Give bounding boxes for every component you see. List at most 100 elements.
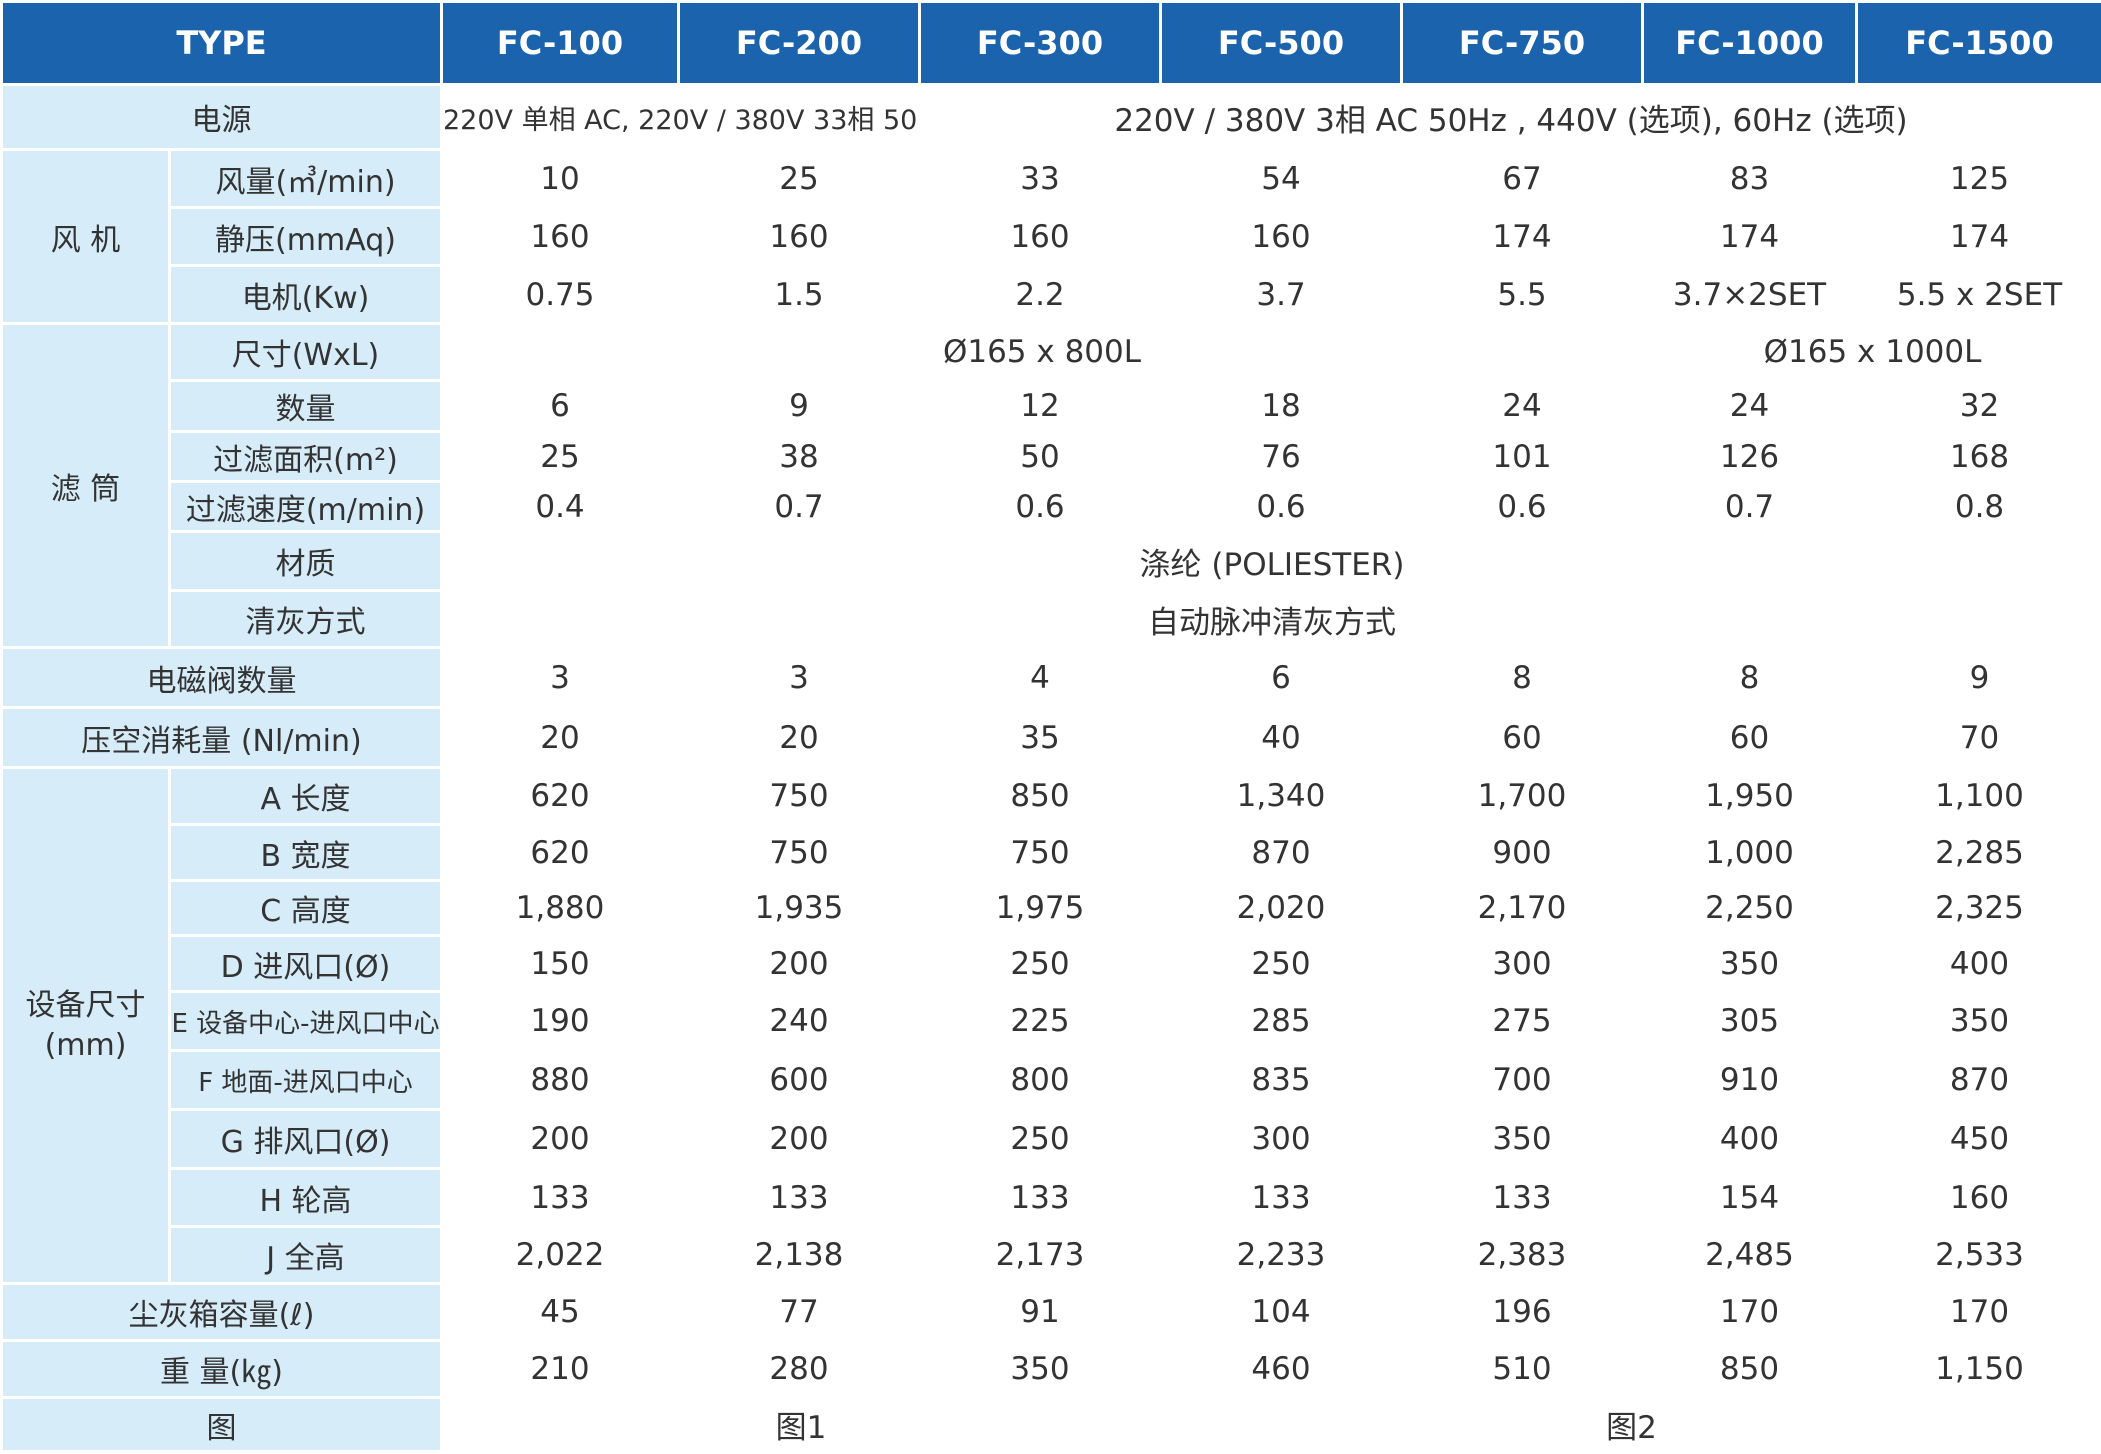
dust-row: 尘灰箱容量(ℓ) 45 77 91 104 196 170 170 [0,1282,2101,1342]
dims-row: 设备尺寸 (mm) A 长度 620 750 850 1,340 1,700 1… [0,766,2101,1285]
cell: 2,233 [1159,1225,1403,1285]
cell: 125 [1855,148,2101,209]
model-header: FC-300 [918,0,1162,86]
cell: 800 [918,1049,1162,1111]
row-label: D 进风口(Ø) [168,934,443,993]
cell: 250 [918,1108,1162,1170]
air-row: 压空消耗量 (Nl/min) 20 20 35 40 60 60 70 [0,706,2101,769]
cell: 350 [1641,934,1858,993]
cell: 1.5 [677,264,921,325]
row-label: 风量(㎥/min) [168,148,443,209]
model-header: FC-100 [440,0,680,86]
cell: 700 [1400,1049,1644,1111]
fan-row: 电机(Kw) 0.75 1.5 2.2 3.7 5.5 3.7×2SET 5.5… [2,264,2101,325]
row-label: 过滤面积(m²) [168,430,443,483]
cell: 850 [1641,1339,1858,1399]
cell: 350 [1400,1108,1644,1170]
cell: 600 [677,1049,921,1111]
filter-cleaning-row: 清灰方式 自动脉冲清灰方式 [2,589,2101,649]
cell: 0.8 [1855,480,2101,533]
dims-row: E 设备中心-进风口中心 190 240 225 285 275 305 350 [2,990,2101,1052]
cell: 880 [440,1049,680,1111]
cell: 133 [440,1167,680,1228]
cell: 305 [1641,990,1858,1052]
cell: 2,173 [918,1225,1162,1285]
row-label: G 排风口(Ø) [168,1108,443,1170]
cell: 2,485 [1641,1225,1858,1285]
figure-1: 图1 [440,1396,1162,1453]
valves-row: 电磁阀数量 3 3 4 6 8 8 9 [0,646,2101,709]
row-label: 数量 [168,379,443,433]
cell: 3 [677,646,921,709]
cell: 5.5 [1400,264,1644,325]
cell: 900 [1400,823,1644,882]
cell: 38 [677,430,921,483]
cell: 133 [918,1167,1162,1228]
cell: 6 [440,379,680,433]
cell: 2,022 [440,1225,680,1285]
cell: 0.75 [440,264,680,325]
cell: 25 [677,148,921,209]
cell: 285 [1159,990,1403,1052]
cell: 2,285 [1855,823,2101,882]
cell: 870 [1159,823,1403,882]
cell: 174 [1641,206,1858,267]
cell: 1,100 [1855,766,2101,826]
dims-row: D 进风口(Ø) 150 200 250 250 300 350 400 [2,934,2101,993]
cell: 77 [677,1282,921,1342]
cell: 10 [440,148,680,209]
cell: 0.6 [918,480,1162,533]
cell: 300 [1159,1108,1403,1170]
cell: 20 [440,706,680,769]
cell: 750 [918,823,1162,882]
cell: 1,340 [1159,766,1403,826]
cell: 0.7 [677,480,921,533]
type-header: TYPE [0,0,443,86]
cell: 32 [1855,379,2101,433]
dims-group-label: 设备尺寸 (mm) [0,766,171,1285]
cell: 2.2 [918,264,1162,325]
cell: 133 [1159,1167,1403,1228]
figure-2: 图2 [1159,1396,2101,1453]
cell: 150 [440,934,680,993]
cell: 200 [677,1108,921,1170]
cell: 510 [1400,1339,1644,1399]
cell: 60 [1641,706,1858,769]
filter-group-label: 滤 筒 [0,322,171,649]
cell: 280 [677,1339,921,1399]
cell: 24 [1400,379,1644,433]
cell: 1,150 [1855,1339,2101,1399]
cell: 200 [677,934,921,993]
filter-row: 过滤速度(m/min) 0.4 0.7 0.6 0.6 0.6 0.7 0.8 [2,480,2101,533]
cell: 170 [1641,1282,1858,1342]
filter-size-b: Ø165 x 1000L [1641,322,2101,382]
cell: 18 [1159,379,1403,433]
cell: 350 [1855,990,2101,1052]
power-value-a: 220V 单相 AC, 220V / 380V 33相 50Hz [440,83,921,151]
figure-row: 图 图1 图2 [0,1396,2101,1453]
row-label: B 宽度 [168,823,443,882]
row-label: F 地面-进风口中心 [168,1049,443,1111]
row-label: A 长度 [168,766,443,826]
cell: 1,000 [1641,823,1858,882]
air-label: 压空消耗量 (Nl/min) [0,706,443,769]
cell: 170 [1855,1282,2101,1342]
filter-size-a: Ø165 x 800L [440,322,1644,382]
cell: 20 [677,706,921,769]
row-label: J 全高 [168,1225,443,1285]
cell: 225 [918,990,1162,1052]
cell: 160 [677,206,921,267]
cell: 5.5 x 2SET [1855,264,2101,325]
dims-group-label-line2: (mm) [44,1027,127,1063]
cell: 620 [440,766,680,826]
dims-row: G 排风口(Ø) 200 200 250 300 350 400 450 [2,1108,2101,1170]
cell: 76 [1159,430,1403,483]
row-label: 材质 [168,530,443,592]
cell: 0.6 [1159,480,1403,533]
cell: 210 [440,1339,680,1399]
row-label: 电机(Kw) [168,264,443,325]
cell: 190 [440,990,680,1052]
cell: 2,383 [1400,1225,1644,1285]
dust-label: 尘灰箱容量(ℓ) [0,1282,443,1342]
